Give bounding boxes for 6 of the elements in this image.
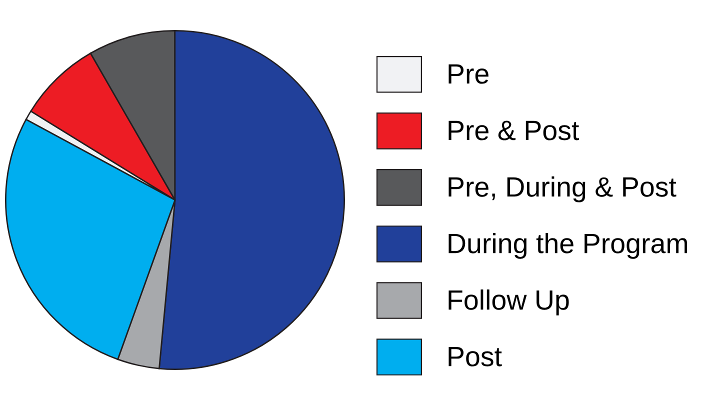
- legend-label: Pre, During & Post: [448, 176, 676, 202]
- legend-label: Follow Up: [448, 289, 569, 316]
- legend-label: During the Program: [448, 232, 688, 259]
- legend-label: Post: [448, 347, 502, 366]
- legend-label: Pre: [448, 64, 488, 84]
- legend-label: Pre & Post: [448, 120, 580, 140]
